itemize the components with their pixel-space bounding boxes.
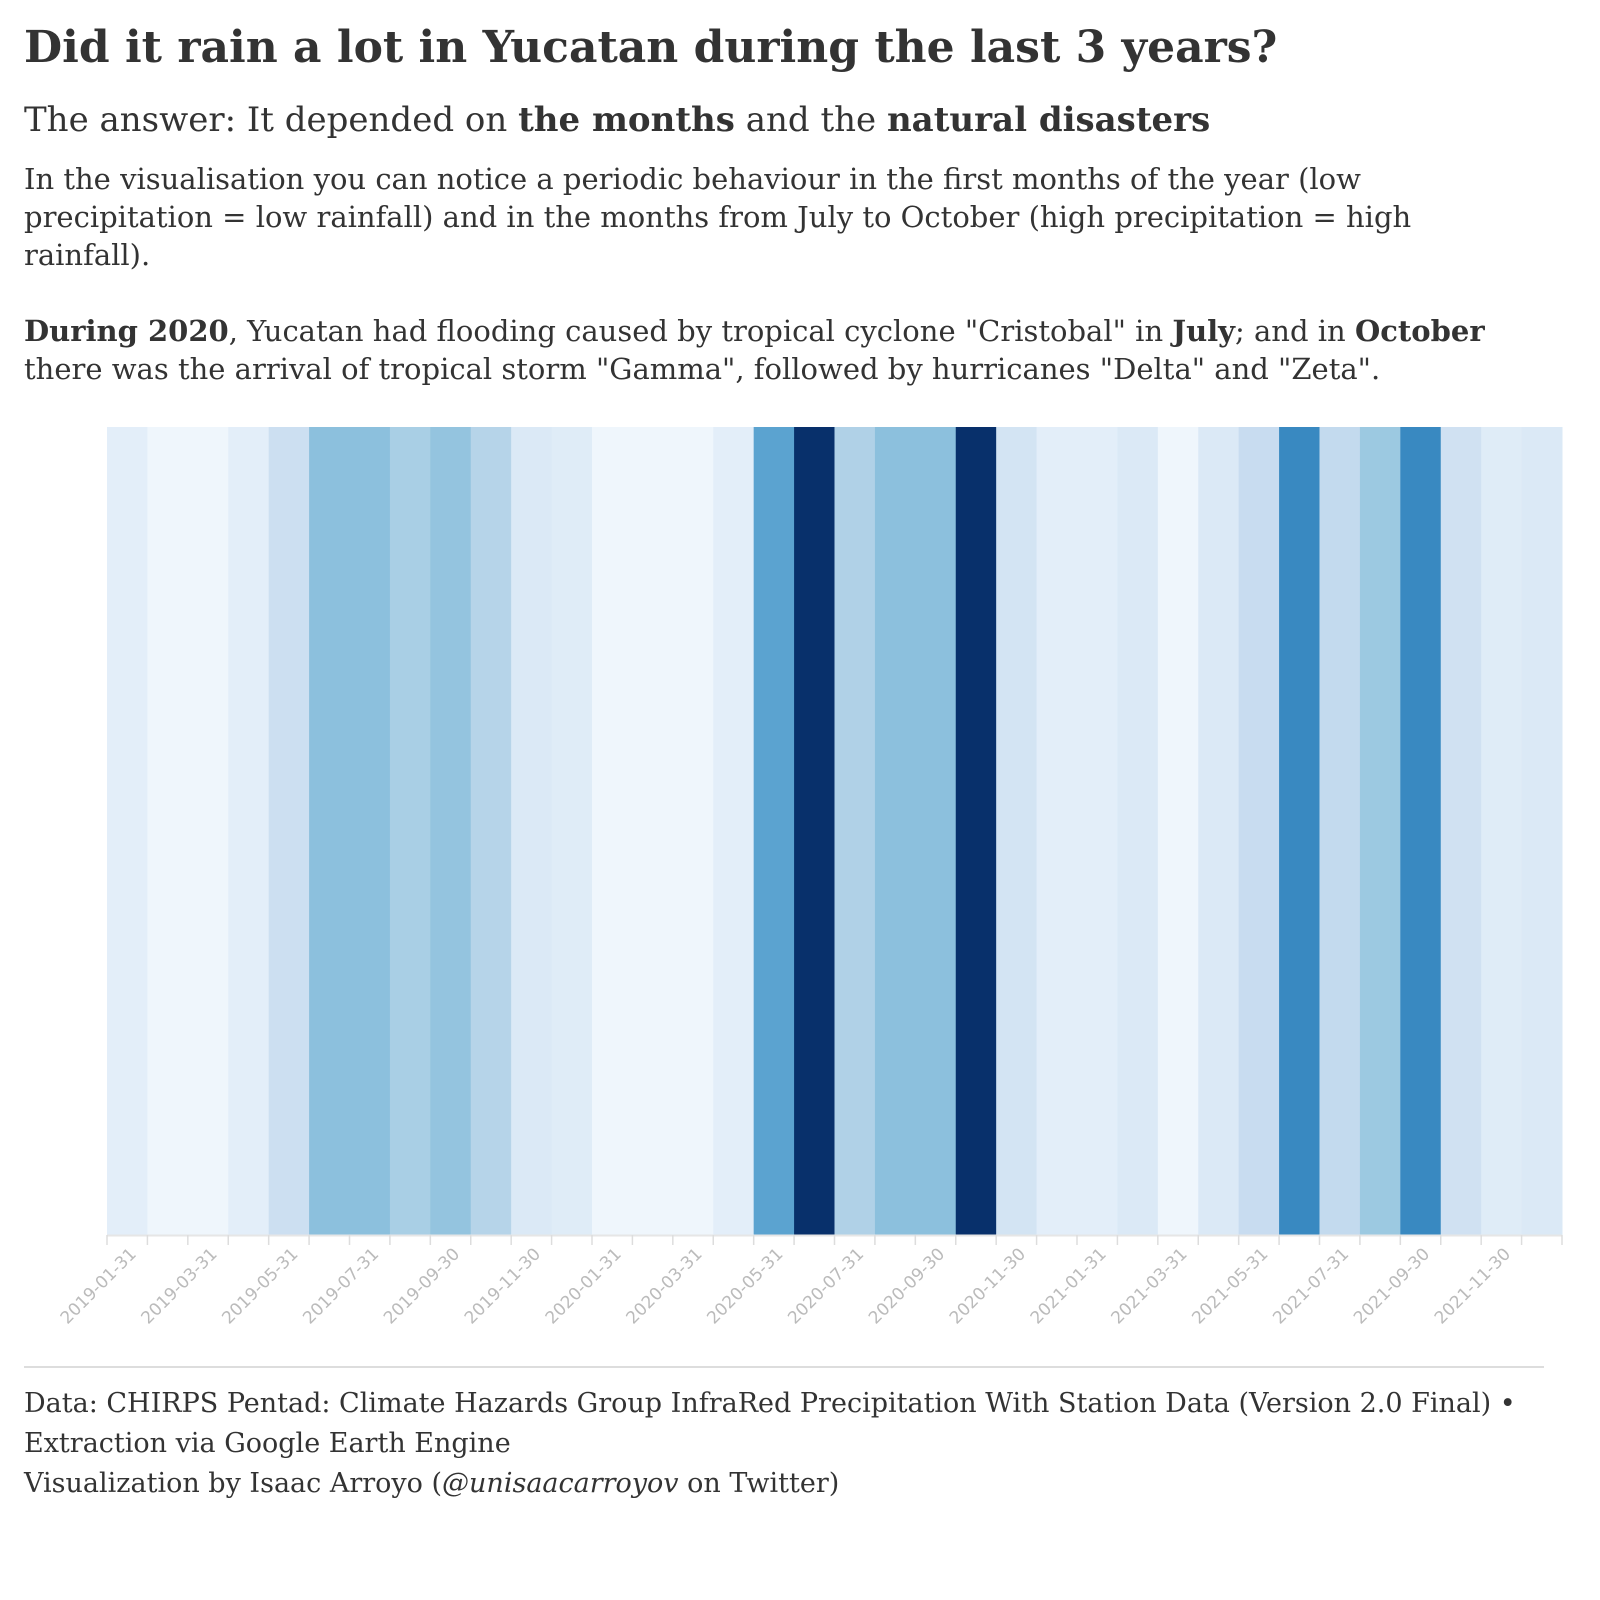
heatmap-cell-2019-05-31 xyxy=(268,427,310,1235)
heatmap-cell-2019-02-28 xyxy=(147,427,189,1235)
x-tick-label: 2021-05-31 xyxy=(1188,1244,1272,1328)
heatmap-cell-2020-06-30 xyxy=(794,427,835,1235)
heatmap-cell-2021-08-31 xyxy=(1359,427,1401,1235)
heatmap-cell-2021-04-30 xyxy=(1198,427,1240,1235)
x-tick-label: 2021-03-31 xyxy=(1108,1244,1192,1328)
credit-prefix: Visualization by Isaac Arroyo ( xyxy=(24,1468,443,1499)
heatmap-cell-2020-05-31 xyxy=(753,427,795,1235)
heatmap-cell-2019-10-31 xyxy=(470,427,512,1235)
x-tick-label: 2019-03-31 xyxy=(138,1244,222,1328)
x-tick-label: 2020-01-31 xyxy=(542,1244,626,1328)
emphasis-october: October xyxy=(1354,314,1485,348)
x-tick-label: 2021-11-30 xyxy=(1431,1244,1515,1328)
x-tick-label: 2021-01-31 xyxy=(1027,1244,1111,1328)
x-tick-label: 2021-07-31 xyxy=(1269,1244,1353,1328)
x-tick-label: 2021-09-30 xyxy=(1350,1244,1434,1328)
description-paragraph-2: During 2020, Yucatan had flooding caused… xyxy=(24,312,1544,388)
subtitle-emphasis-disasters: natural disasters xyxy=(886,100,1211,140)
heatmap-cell-2021-06-30 xyxy=(1279,427,1320,1235)
heatmap-cell-2020-09-30 xyxy=(915,427,957,1235)
heatmap-cell-2021-09-30 xyxy=(1400,427,1442,1235)
emphasis-during-2020: During 2020 xyxy=(24,314,229,348)
heatmap-cell-2019-12-31 xyxy=(551,427,593,1235)
heatmap-cell-2021-11-30 xyxy=(1481,427,1523,1235)
heatmap-cell-2020-08-31 xyxy=(874,427,916,1235)
x-tick-label: 2020-05-31 xyxy=(703,1244,787,1328)
x-tick-label: 2019-11-30 xyxy=(461,1244,545,1328)
heatmap-cell-2019-06-30 xyxy=(309,427,350,1235)
heatmap-cell-2019-01-31 xyxy=(107,427,148,1235)
twitter-handle: @unisaacarroyov xyxy=(442,1468,679,1499)
heatmap-cell-2020-11-30 xyxy=(996,427,1038,1235)
heatmap-cell-2019-03-31 xyxy=(187,427,229,1235)
x-tick-label: 2020-11-30 xyxy=(946,1244,1030,1328)
chart-subtitle: The answer: It depended on the months an… xyxy=(24,100,1210,140)
x-tick-label: 2019-01-31 xyxy=(57,1244,141,1328)
heatmap-cells xyxy=(107,427,1563,1235)
heatmap-cell-2020-03-31 xyxy=(672,427,714,1235)
heatmap-cell-2021-05-31 xyxy=(1238,427,1280,1235)
x-tick-label: 2019-09-30 xyxy=(380,1244,464,1328)
heatmap-cell-2020-04-30 xyxy=(713,427,755,1235)
heatmap-cell-2020-02-29 xyxy=(632,427,674,1235)
chart-description: In the visualisation you can notice a pe… xyxy=(24,160,1544,388)
footer-source: Data: CHIRPS Pentad: Climate Hazards Gro… xyxy=(24,1384,1554,1504)
heatmap-cell-2021-03-31 xyxy=(1157,427,1199,1235)
description-text: ; and in xyxy=(1235,314,1355,348)
heatmap-cell-2020-10-31 xyxy=(955,427,997,1235)
heatmap-cell-2020-01-31 xyxy=(592,427,633,1235)
footer-divider xyxy=(24,1366,1544,1368)
description-text: there was the arrival of tropical storm … xyxy=(24,352,1381,386)
subtitle-text: The answer: It depended on xyxy=(24,100,519,140)
x-tick-label: 2020-09-30 xyxy=(865,1244,949,1328)
emphasis-july: July xyxy=(1172,314,1236,348)
heatmap-cell-2021-02-28 xyxy=(1117,427,1159,1235)
heatmap-cell-2019-04-30 xyxy=(228,427,270,1235)
heatmap-cell-2021-12-31 xyxy=(1521,427,1563,1235)
x-tick-label: 2020-03-31 xyxy=(623,1244,707,1328)
heatmap-cell-2021-10-31 xyxy=(1440,427,1482,1235)
credit-suffix: on Twitter) xyxy=(678,1468,840,1499)
description-text: , Yucatan had flooding caused by tropica… xyxy=(228,314,1173,348)
heatmap-cell-2021-01-31 xyxy=(1077,427,1118,1235)
heatmap-cell-2019-11-30 xyxy=(511,427,553,1235)
heatmap-cell-2020-12-31 xyxy=(1036,427,1078,1235)
description-paragraph-1: In the visualisation you can notice a pe… xyxy=(24,162,1412,272)
source-line: Data: CHIRPS Pentad: Climate Hazards Gro… xyxy=(24,1388,1516,1459)
heatmap-cell-2019-07-31 xyxy=(349,427,391,1235)
subtitle-text-mid: and the xyxy=(734,100,887,140)
credit-line: Visualization by Isaac Arroyo (@unisaaca… xyxy=(24,1464,1554,1504)
x-tick-label: 2019-07-31 xyxy=(299,1244,383,1328)
heatmap-cell-2019-09-30 xyxy=(430,427,472,1235)
heatmap-cell-2021-07-31 xyxy=(1319,427,1361,1235)
heatmap-chart: 2019-01-312019-03-312019-05-312019-07-31… xyxy=(57,427,1563,1328)
heatmap-cell-2020-07-31 xyxy=(834,427,876,1235)
x-axis: 2019-01-312019-03-312019-05-312019-07-31… xyxy=(57,1234,1563,1328)
heatmap-cell-2019-08-31 xyxy=(389,427,431,1235)
x-tick-label: 2019-05-31 xyxy=(218,1244,302,1328)
subtitle-emphasis-months: the months xyxy=(518,100,735,140)
chart-title: Did it rain a lot in Yucatan during the … xyxy=(24,22,1278,73)
x-tick-label: 2020-07-31 xyxy=(784,1244,868,1328)
